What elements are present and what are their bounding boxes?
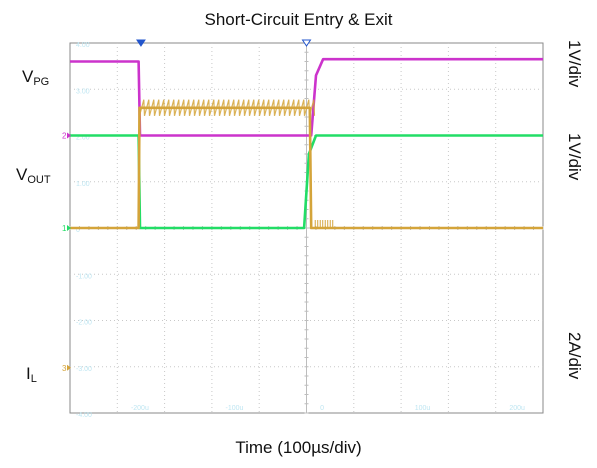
channel-ground-marker: 1	[62, 224, 67, 233]
il-scale-label: 2A/div	[565, 332, 584, 380]
vout-scale-label: 1V/div	[565, 133, 584, 181]
trigger-marker	[136, 39, 146, 47]
faint-y-tick: 3.00	[76, 88, 90, 95]
channel-ground-arrow	[67, 364, 71, 371]
faint-y-tick: 2.00	[76, 135, 90, 142]
faint-y-tick: -4.00	[76, 412, 92, 419]
channel-ground-marker: 3	[62, 364, 67, 373]
channel-ground-marker: 2	[62, 132, 67, 141]
trace-0	[70, 57, 543, 137]
faint-y-tick: 4.00	[76, 42, 90, 49]
faint-time-tick: 200u	[509, 405, 525, 412]
faint-time-tick: 100u	[415, 405, 431, 412]
faint-time-tick: -200u	[131, 405, 149, 412]
channel-ground-arrow	[67, 132, 71, 139]
faint-time-tick: -100u	[226, 405, 244, 412]
trace-ripple-2	[138, 99, 316, 116]
faint-time-tick: 0	[320, 405, 324, 412]
x-axis-label: Time (100µs/div)	[235, 438, 362, 457]
channel-ground-arrow	[67, 225, 71, 231]
scope-markers: 2 1 3	[62, 39, 312, 373]
vout-label: VOUT	[16, 165, 51, 186]
faint-y-tick: 0	[76, 227, 80, 234]
il-label: IL	[26, 364, 37, 385]
scope-grid: 4.00 3.00 2.00 1.00 0 -1.00 -2.00 -3.00 -4.00 -20…	[69, 42, 544, 419]
scope-traces	[70, 57, 543, 230]
vpg-scale-label: 1V/div	[565, 40, 584, 88]
faint-y-tick: -2.00	[76, 320, 92, 327]
faint-y-tick: -1.00	[76, 273, 92, 280]
trigger-marker	[301, 39, 312, 47]
faint-y-tick: 1.00	[76, 181, 90, 188]
vpg-label: VPG	[22, 67, 50, 88]
chart-title: Short-Circuit Entry & Exit	[204, 10, 393, 29]
faint-y-tick: -3.00	[76, 366, 92, 373]
